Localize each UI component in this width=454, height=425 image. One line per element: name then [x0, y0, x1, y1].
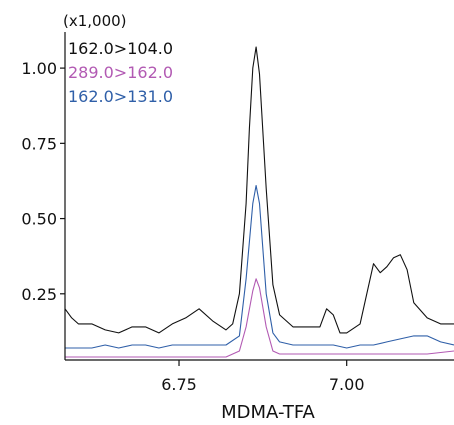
- x-axis-label: MDMA-TFA: [221, 402, 315, 423]
- legend-entry-2: 289.0>162.0: [68, 63, 173, 82]
- series-line-3: [65, 184, 454, 349]
- y-tick-label: 1.00: [21, 59, 57, 78]
- tick-layer: 0.25 0.50 0.75 1.00 6.75 7.00: [21, 59, 364, 394]
- series-layer: [64, 46, 454, 358]
- series-line-1: [64, 46, 454, 334]
- x-tick-label: 7.00: [329, 375, 365, 394]
- x-tick-label: 6.75: [161, 375, 197, 394]
- y-tick-label: 0.25: [21, 285, 57, 304]
- series-line-2: [65, 278, 454, 358]
- legend-entry-3: 162.0>131.0: [68, 87, 173, 106]
- legend: 162.0>104.0 289.0>162.0 162.0>131.0: [68, 39, 173, 106]
- y-tick-label: 0.75: [21, 134, 57, 153]
- legend-entry-1: 162.0>104.0: [68, 39, 173, 58]
- y-tick-label: 0.50: [21, 210, 57, 229]
- y-scale-label: (x1,000): [63, 12, 127, 30]
